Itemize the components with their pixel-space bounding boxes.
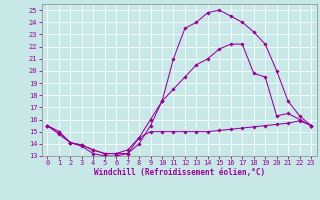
X-axis label: Windchill (Refroidissement éolien,°C): Windchill (Refroidissement éolien,°C) (94, 168, 265, 177)
